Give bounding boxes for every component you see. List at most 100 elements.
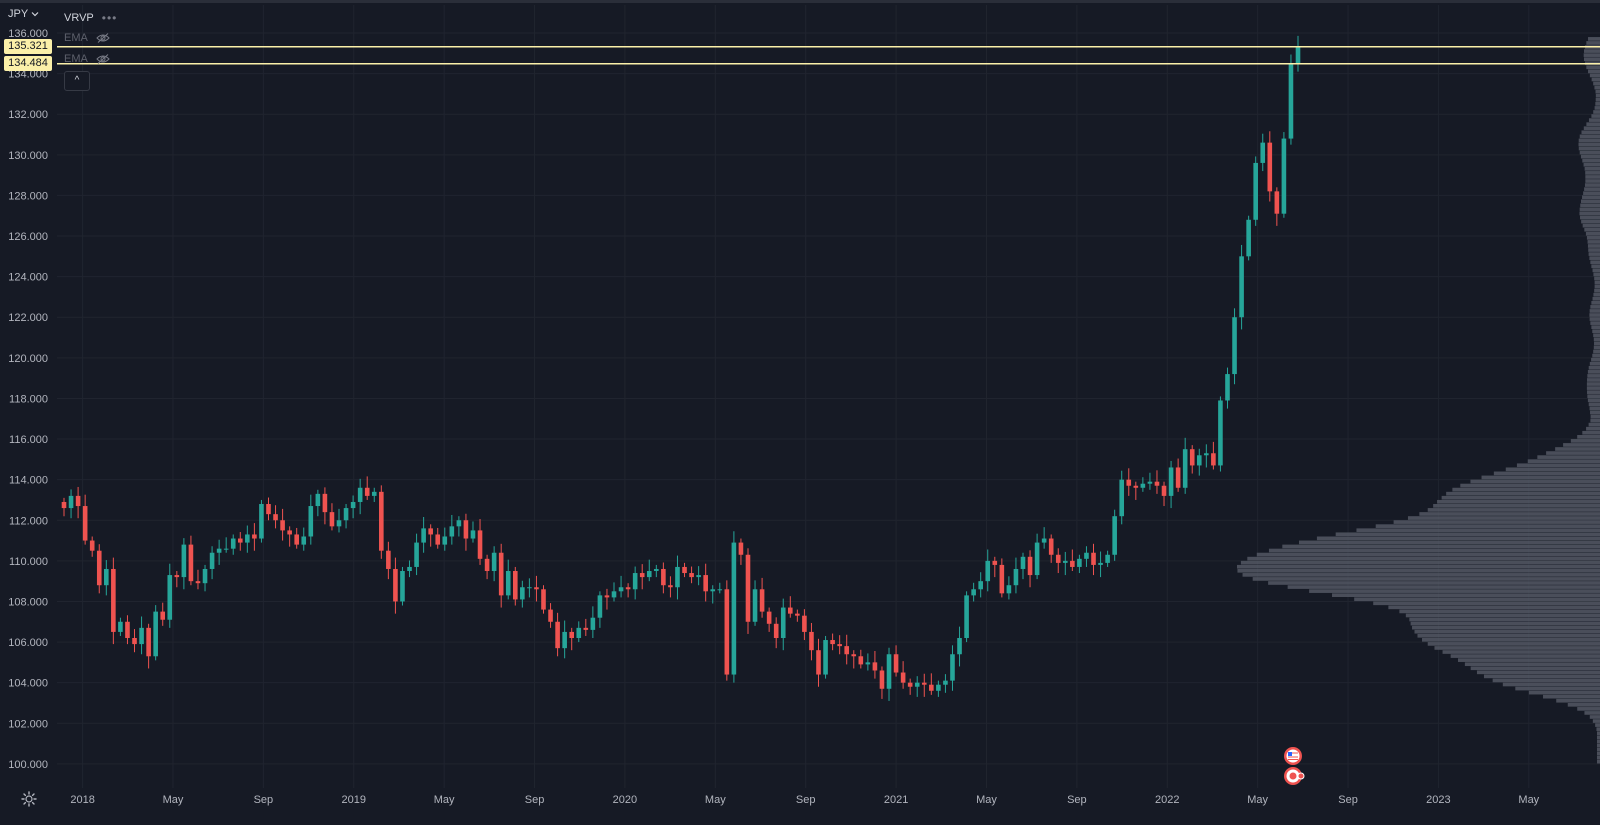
candle-body xyxy=(484,558,490,572)
indicator-ema-1[interactable]: EMA xyxy=(64,32,110,44)
candle xyxy=(929,673,934,695)
time-axis[interactable]: 2018 May Sep 2019 May Sep 2020 May Sep 2021 May Sep… xyxy=(70,794,1539,806)
candle-body xyxy=(823,640,828,675)
candle xyxy=(400,566,405,606)
candle xyxy=(153,605,158,661)
price-level-tag-1[interactable]: 135.321 xyxy=(4,39,52,55)
candle-body xyxy=(357,487,363,502)
volume-profile-bar xyxy=(1594,276,1600,281)
candle-body xyxy=(943,680,948,685)
volume-profile-bar xyxy=(1590,260,1600,265)
volume-profile-bar xyxy=(1582,158,1600,163)
candle xyxy=(576,621,582,643)
time-tick-label: Sep xyxy=(1067,794,1087,806)
candle xyxy=(731,531,737,683)
candle-body xyxy=(724,589,730,675)
volume-profile-bar xyxy=(1437,499,1600,504)
candle-body xyxy=(1196,455,1202,466)
event-markers[interactable] xyxy=(1284,747,1305,785)
candle xyxy=(830,633,835,651)
volume-profile-bar xyxy=(1427,642,1600,646)
candle xyxy=(865,653,871,671)
settings-icon[interactable] xyxy=(21,791,37,807)
volume-profile-bar xyxy=(1597,735,1600,740)
candle xyxy=(252,523,257,551)
candle-body xyxy=(505,571,511,596)
eye-crossed-icon[interactable] xyxy=(96,54,110,64)
volume-profile-bar xyxy=(1583,191,1600,196)
price-axis[interactable]: 100.000 102.000 104.000 106.000 108.000 110.0… xyxy=(8,28,48,771)
horizontal-levels[interactable] xyxy=(57,46,1600,65)
candle-body xyxy=(802,615,807,632)
candle-body xyxy=(132,638,137,645)
candle-body xyxy=(1147,481,1153,484)
candle-body xyxy=(1225,374,1230,401)
candle xyxy=(541,585,546,614)
price-tick-label: 120.000 xyxy=(8,353,48,365)
time-tick-label: May xyxy=(976,794,997,806)
candle xyxy=(1232,308,1237,385)
volume-profile-bar xyxy=(1587,240,1600,244)
candle xyxy=(512,566,518,606)
volume-profile-bar xyxy=(1593,292,1600,297)
symbol-selector[interactable]: JPY xyxy=(8,8,39,20)
candle xyxy=(816,638,821,687)
volume-profile-bar xyxy=(1589,256,1600,260)
collapse-legend-button[interactable]: ^ xyxy=(64,71,90,91)
volume-profile-bar xyxy=(1594,106,1600,110)
time-tick-label: 2023 xyxy=(1426,794,1450,806)
candle-body xyxy=(1063,560,1068,563)
candle xyxy=(315,489,321,517)
volume-profile-bar xyxy=(1268,548,1600,553)
eye-crossed-icon[interactable] xyxy=(96,33,110,43)
event-marker-icon[interactable] xyxy=(1284,767,1305,785)
candle xyxy=(1239,244,1244,330)
volume-profile-bar xyxy=(1316,536,1600,541)
indicator-ema-2[interactable]: EMA xyxy=(64,53,110,65)
candle-body xyxy=(456,520,462,527)
volume-profile-bar xyxy=(1587,378,1600,382)
us-flag-icon[interactable] xyxy=(1284,747,1302,765)
candle xyxy=(350,495,356,519)
more-options-button[interactable]: ••• xyxy=(101,11,118,25)
candle xyxy=(844,634,850,665)
volume-profile-bar xyxy=(1441,495,1600,500)
indicator-vrvp[interactable]: VRVP ••• xyxy=(64,11,117,25)
candle xyxy=(611,582,617,602)
volume-profile-bar xyxy=(1593,337,1600,342)
volume-profile-bar xyxy=(1589,317,1600,321)
candle-body xyxy=(632,573,638,590)
candle-body xyxy=(414,542,419,567)
candle xyxy=(82,494,88,545)
time-tick-label: May xyxy=(434,794,455,806)
price-level-tag-2[interactable]: 134.484 xyxy=(4,56,52,72)
candle xyxy=(717,582,723,594)
volume-profile-bar xyxy=(1470,479,1600,484)
candle xyxy=(1246,215,1251,261)
candle xyxy=(1027,550,1033,588)
candle-body xyxy=(230,538,236,549)
candle xyxy=(505,559,511,600)
candle xyxy=(456,516,462,537)
volume-profile-bar xyxy=(1419,512,1600,516)
price-tick-label: 122.000 xyxy=(8,312,48,324)
grid xyxy=(57,5,1600,788)
volume-profile-bar xyxy=(1597,755,1600,760)
candle xyxy=(914,676,920,697)
candle xyxy=(89,536,95,557)
candle xyxy=(1006,576,1012,600)
candle xyxy=(780,598,786,651)
volume-profile-bar xyxy=(1422,638,1600,642)
candle xyxy=(364,476,370,500)
candle-body xyxy=(153,611,158,657)
candle-body xyxy=(1105,554,1110,563)
candle xyxy=(971,582,976,602)
candle xyxy=(216,539,222,565)
price-tick-label: 110.000 xyxy=(9,556,48,568)
candle-body xyxy=(865,662,871,665)
candle-body xyxy=(273,514,278,521)
candle xyxy=(745,548,751,634)
candle xyxy=(646,559,652,582)
